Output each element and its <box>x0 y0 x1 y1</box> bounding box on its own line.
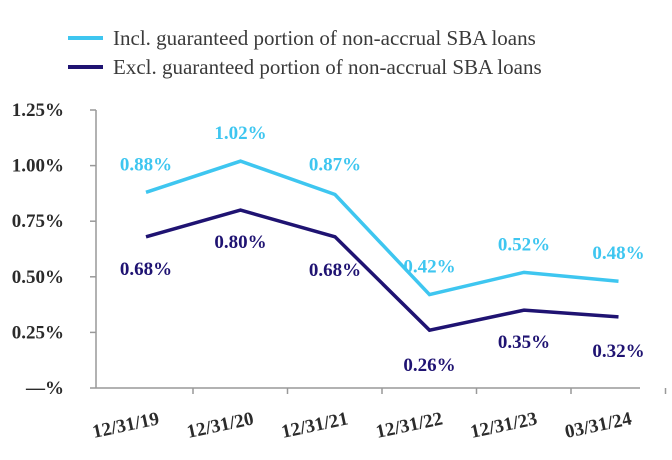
x-tick-label: 12/31/22 <box>374 408 444 443</box>
y-tick-label: 1.25% <box>12 100 64 121</box>
data-label-incl: 0.88% <box>120 154 172 175</box>
y-axis-ticks: —% 0.25% 0.50% 0.75% 1.00% 1.25% <box>12 100 96 399</box>
y-tick-label: 1.00% <box>12 156 64 177</box>
series-line-incl <box>145 159 619 297</box>
data-label-excl: 0.32% <box>592 341 644 362</box>
data-label-excl: 0.68% <box>309 260 361 281</box>
data-label-excl: 0.68% <box>120 259 172 280</box>
y-tick-label: 0.75% <box>12 211 64 232</box>
data-label-excl: 0.35% <box>498 332 550 353</box>
data-labels: 0.88% 1.02% 0.87% 0.42% 0.52% 0.48% 0.68% 0.80%… <box>120 123 645 376</box>
data-label-incl: 1.02% <box>214 123 266 144</box>
x-tick-label: 03/31/24 <box>563 408 634 443</box>
data-label-excl: 0.26% <box>403 355 455 376</box>
legend-label-incl: Incl. guaranteed portion of non-accrual … <box>113 26 536 50</box>
series-lines <box>145 159 619 333</box>
data-label-incl: 0.87% <box>309 155 361 176</box>
data-label-incl: 0.52% <box>498 234 550 255</box>
x-tick-label: 12/31/19 <box>91 408 161 443</box>
data-label-incl: 0.42% <box>403 257 455 278</box>
data-label-incl: 0.48% <box>592 243 644 264</box>
x-tick-label: 12/31/23 <box>469 408 539 443</box>
x-tick-label: 12/31/20 <box>185 408 255 443</box>
y-tick-label: 0.50% <box>12 267 64 288</box>
y-tick-label: —% <box>25 378 64 399</box>
data-label-excl: 0.80% <box>214 232 266 253</box>
x-axis-ticks: 12/31/19 12/31/20 12/31/21 12/31/22 12/31/23… <box>91 388 667 443</box>
x-tick-label: 12/31/21 <box>280 408 350 443</box>
legend-label-excl: Excl. guaranteed portion of non-accrual … <box>113 55 542 79</box>
legend: Incl. guaranteed portion of non-accrual … <box>68 26 542 79</box>
series-line-excl <box>145 208 619 333</box>
y-tick-label: 0.25% <box>12 322 64 343</box>
